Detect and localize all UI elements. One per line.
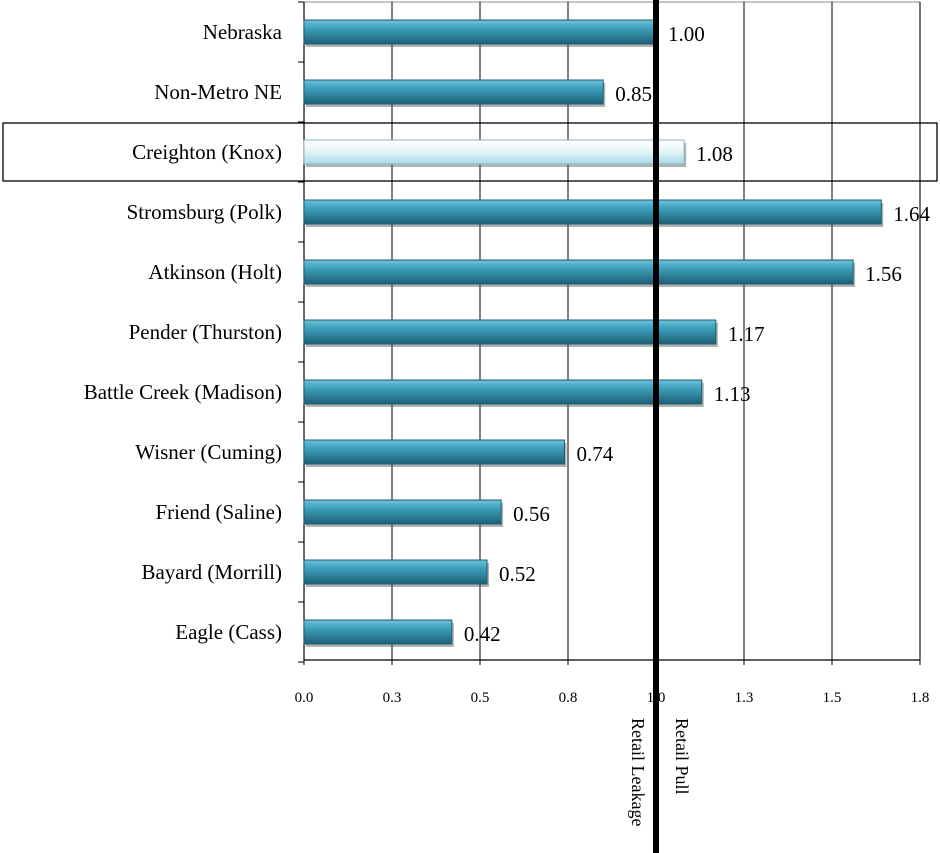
x-tick-label: 1.3 [735, 690, 754, 706]
category-label: Battle Creek (Madison) [84, 380, 282, 404]
category-label: Non-Metro NE [154, 80, 282, 104]
value-label: 1.17 [728, 322, 765, 346]
x-tick-label: 0.5 [471, 690, 490, 706]
x-tick-label: 0.8 [559, 690, 578, 706]
category-label: Friend (Saline) [155, 500, 282, 524]
bar [303, 499, 502, 525]
value-label: 0.74 [576, 442, 613, 466]
category-label: Creighton (Knox) [132, 140, 282, 164]
x-tick-label: 1.5 [823, 690, 842, 706]
bar-highlighted [303, 139, 685, 165]
retail-leakage-label: Retail Leakage [628, 718, 648, 826]
value-label: 1.13 [714, 382, 751, 406]
highlight-row-box [2, 122, 938, 182]
bar [303, 619, 453, 645]
value-label: 0.42 [464, 622, 501, 646]
category-label: Wisner (Cuming) [135, 440, 282, 464]
bar [303, 319, 717, 345]
bar [303, 19, 657, 45]
category-label: Pender (Thurston) [129, 320, 282, 344]
category-label: Eagle (Cass) [175, 620, 282, 644]
category-label: Nebraska [203, 20, 283, 44]
x-tick-label: 1.8 [911, 690, 930, 706]
value-label: 0.52 [499, 562, 536, 586]
value-label: 1.56 [865, 262, 902, 286]
category-label: Bayard (Morrill) [141, 560, 282, 584]
retail-pull-label: Retail Pull [672, 718, 692, 795]
category-label: Stromsburg (Polk) [127, 200, 282, 224]
x-tick-label: 0.3 [383, 690, 402, 706]
value-label: 0.56 [513, 502, 550, 526]
value-label: 1.00 [668, 22, 705, 46]
value-label: 1.08 [696, 142, 733, 166]
bar [303, 439, 565, 465]
category-label: Atkinson (Holt) [148, 260, 282, 284]
bar [303, 559, 488, 585]
bar [303, 259, 854, 285]
bar [303, 79, 604, 105]
value-label: 0.85 [615, 82, 652, 106]
x-tick-label: 0.0 [295, 690, 314, 706]
bar [303, 379, 703, 405]
value-label: 1.64 [893, 202, 930, 226]
bar [303, 199, 882, 225]
